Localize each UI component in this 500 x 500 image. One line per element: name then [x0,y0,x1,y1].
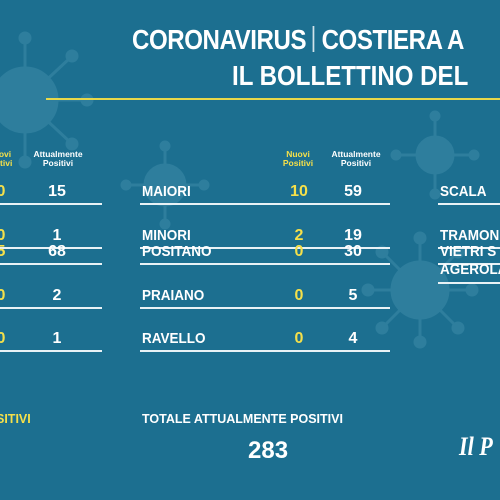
center-attual-header-top: Attualmente [331,149,381,159]
left-nuovi-header: ovi itivi [0,150,16,168]
totale-label: TOTALE ATTUALMENTE POSITIVI [142,412,343,426]
left-row-4-rule [0,307,102,309]
title-separator [312,26,315,52]
center-row-5-nuovi: 0 [294,330,304,347]
town-label-ravello: RAVELLO [142,330,206,347]
right-row-4-rule [438,282,500,284]
left-row-1-nuovi: 0 [0,183,6,200]
town-label-positano: POSITANO [142,243,212,260]
town-label-vietri: VIETRI S [440,243,497,260]
footer-left-label: SITIVI [0,412,31,426]
center-row-3-nuovi: 0 [294,243,304,260]
virus-decoration-icon [390,110,480,200]
left-attual-header-bottom: Positivi [42,158,74,168]
center-row-3-rule [140,263,390,265]
center-nuovi-header-top: Nuovi [286,149,310,159]
title-left: CORONAVIRUS [132,24,307,55]
town-label-minori: MINORI [142,227,191,244]
left-nuovi-header-top: ovi [0,149,12,159]
page-title: CORONAVIRUS COSTIERA A [132,24,464,56]
title-underline [46,98,500,100]
town-label-scala: SCALA [440,183,487,200]
center-nuovi-header-bottom: Positivi [282,158,314,168]
left-row-4-nuovi: 0 [0,287,6,304]
center-row-2-attual: 19 [344,227,362,244]
left-nuovi-header-bottom: itivi [0,158,13,168]
town-label-praiano: PRAIANO [142,287,205,304]
title-right: COSTIERA A [321,24,465,55]
page-subtitle: IL BOLLETTINO DEL [232,60,469,91]
left-row-3-nuovi: 5 [0,243,6,260]
left-row-2-nuovi: 0 [0,227,6,244]
left-row-5-nuovi: 0 [0,330,6,347]
town-label-tramonti: TRAMON [440,227,500,244]
right-row-3-rule [438,263,500,265]
virus-decoration-icon [0,31,94,169]
center-row-1-nuovi: 10 [290,183,308,200]
left-row-1-rule [0,203,102,205]
center-row-4-rule [140,307,390,309]
center-row-5-attual: 4 [348,330,358,347]
publisher-logo: Il P [458,432,493,461]
totale-value: 283 [248,437,289,464]
left-row-2-attual: 1 [52,227,62,244]
center-nuovi-header: Nuovi Positivi [280,150,316,168]
center-row-1-rule [140,203,390,205]
center-row-4-nuovi: 0 [294,287,304,304]
right-row-2-rule [438,247,500,249]
left-row-5-rule [0,350,102,352]
right-row-1-rule [438,203,500,205]
center-row-5-rule [140,350,390,352]
left-row-3-attual: 68 [48,243,66,260]
center-row-4-attual: 5 [348,287,358,304]
left-attual-header: Attualmente Positivi [28,150,88,168]
town-label-agerola: AGEROLA [440,261,500,278]
center-attual-header: Attualmente Positivi [326,150,386,168]
center-row-2-rule [140,247,390,249]
left-row-1-attual: 15 [48,183,66,200]
left-row-2-rule [0,247,102,249]
left-row-3-rule [0,263,102,265]
center-row-2-nuovi: 2 [294,227,304,244]
town-label-maiori: MAIORI [142,183,191,200]
center-attual-header-bottom: Positivi [340,158,372,168]
left-row-5-attual: 1 [52,330,62,347]
left-row-4-attual: 2 [52,287,62,304]
center-row-1-attual: 59 [344,183,362,200]
left-attual-header-top: Attualmente [33,149,83,159]
center-row-3-attual: 30 [344,243,362,260]
virus-decoration-icon [361,231,479,349]
